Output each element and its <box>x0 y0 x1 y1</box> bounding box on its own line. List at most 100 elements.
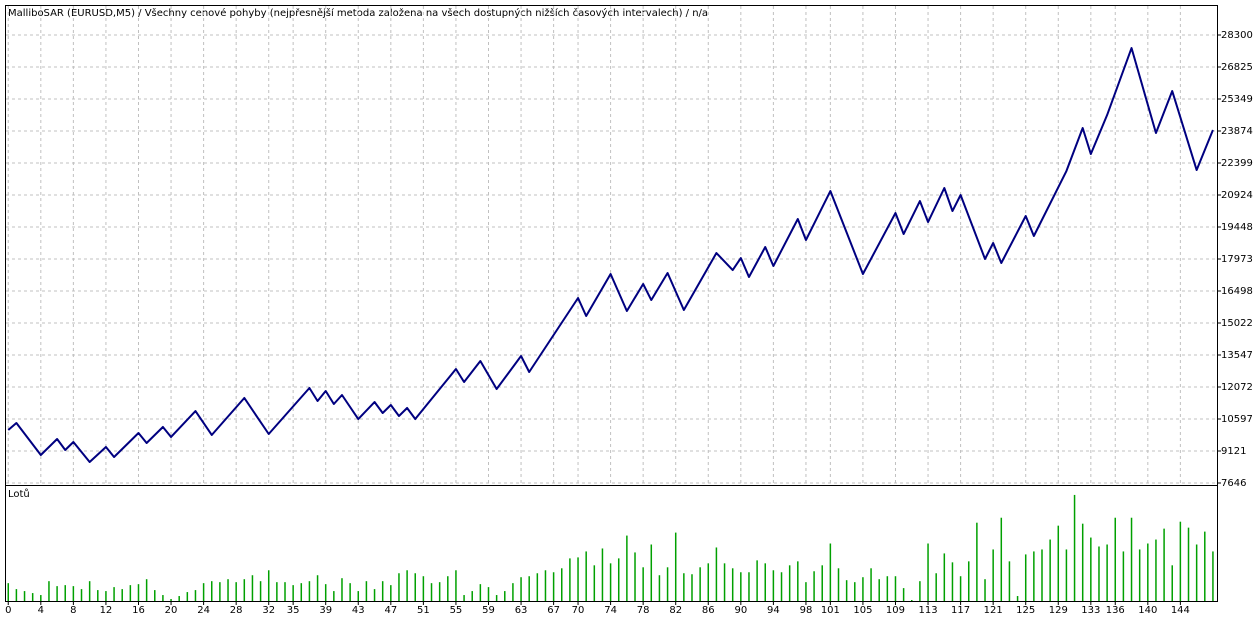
lot-bar <box>780 572 783 601</box>
lot-bar <box>170 599 172 601</box>
lot-bar <box>805 582 807 601</box>
lot-bar <box>862 577 864 601</box>
lot-bar <box>471 591 473 601</box>
lot-bar <box>617 558 620 601</box>
x-tick-label: 82 <box>669 605 682 616</box>
x-tick-label: 98 <box>800 605 813 616</box>
y-tick-label: 13547 <box>1221 350 1253 361</box>
lot-bar <box>178 596 180 601</box>
lot-bar <box>251 575 254 601</box>
lot-bar <box>308 581 311 601</box>
lot-bar <box>748 572 750 601</box>
lot-bar <box>154 590 156 601</box>
x-tick-label: 70 <box>572 605 585 616</box>
lot-bar <box>1033 551 1035 601</box>
lot-bar <box>1016 596 1019 601</box>
x-tick-label: 136 <box>1106 605 1125 616</box>
lot-bar <box>300 583 303 601</box>
x-tick-label: 67 <box>547 605 560 616</box>
lot-bar <box>1163 528 1165 601</box>
lot-bar <box>422 576 425 601</box>
lot-bar <box>683 573 685 601</box>
x-tick-label: 47 <box>384 605 397 616</box>
lot-bar <box>1065 549 1068 601</box>
lot-bar <box>129 585 132 601</box>
lot-bar <box>642 567 644 601</box>
lot-bar <box>333 591 335 601</box>
lot-bar <box>97 590 99 601</box>
lot-bar <box>1155 539 1157 601</box>
lot-bar <box>7 583 10 601</box>
lot-bar <box>731 568 734 601</box>
lot-bar <box>1138 549 1141 601</box>
lot-bar <box>463 595 465 601</box>
lot-bar <box>72 586 75 601</box>
x-tick-label: 140 <box>1138 605 1157 616</box>
lot-bar <box>1090 537 1092 601</box>
lot-bar <box>447 576 449 601</box>
x-tick-label: 133 <box>1081 605 1100 616</box>
lot-bar <box>569 558 571 601</box>
lot-bar <box>121 589 123 601</box>
x-tick-label: 109 <box>886 605 905 616</box>
equity-line <box>7 47 1214 464</box>
lot-bar <box>210 581 213 601</box>
lot-bar <box>406 570 408 601</box>
lot-bar <box>324 584 327 601</box>
lot-bar <box>341 578 343 601</box>
lot-bar <box>845 580 848 601</box>
x-tick-label: 90 <box>734 605 747 616</box>
x-tick-label: 12 <box>100 605 113 616</box>
lot-bar <box>438 582 441 601</box>
lot-bar <box>23 591 26 601</box>
lot-bar <box>1098 546 1100 601</box>
lot-bar <box>740 572 742 601</box>
lot-bar <box>479 584 482 601</box>
y-tick-label: 10597 <box>1221 414 1253 425</box>
lot-bar <box>243 579 246 601</box>
lot-bar <box>56 586 58 601</box>
x-tick-label: 35 <box>287 605 300 616</box>
lot-bar <box>64 585 66 601</box>
lot-bar <box>935 573 937 601</box>
lot-bar <box>31 593 34 601</box>
lot-bar <box>219 582 221 601</box>
lot-bar <box>1073 494 1076 601</box>
lot-bar <box>756 560 758 601</box>
lot-bar <box>1187 527 1190 601</box>
lot-bar <box>870 568 872 601</box>
lot-bar <box>854 582 856 601</box>
lot-bar <box>1195 544 1198 601</box>
lot-bar <box>585 551 587 601</box>
lot-bar <box>666 567 669 601</box>
x-tick-label: 32 <box>262 605 275 616</box>
lot-bar <box>1122 551 1125 601</box>
lot-bar <box>1106 544 1108 601</box>
lot-bar <box>357 591 360 601</box>
lot-bar <box>536 573 539 601</box>
lot-bar <box>821 565 823 601</box>
lot-bar <box>381 581 384 601</box>
y-tick-label: 12072 <box>1221 382 1253 393</box>
lot-bar <box>349 583 351 601</box>
lot-bar <box>365 581 368 601</box>
x-tick-label: 105 <box>853 605 872 616</box>
lot-bar <box>455 570 457 601</box>
y-tick-label: 16498 <box>1221 286 1253 297</box>
lot-bar <box>390 585 392 601</box>
x-tick-label: 51 <box>417 605 430 616</box>
lot-bar <box>227 579 229 601</box>
lot-bar <box>80 589 83 601</box>
lot-bar <box>1057 525 1060 601</box>
lot-bar <box>284 582 286 601</box>
lot-bar <box>186 592 189 601</box>
lot-bar <box>373 589 376 601</box>
lot-bar <box>593 565 596 601</box>
lot-bar <box>715 547 718 601</box>
lot-bar <box>927 543 929 601</box>
lot-bar <box>829 543 832 601</box>
lot-bar <box>894 576 897 601</box>
lot-bar <box>1049 539 1051 601</box>
lot-bar <box>259 581 262 601</box>
lot-bar <box>984 579 986 601</box>
